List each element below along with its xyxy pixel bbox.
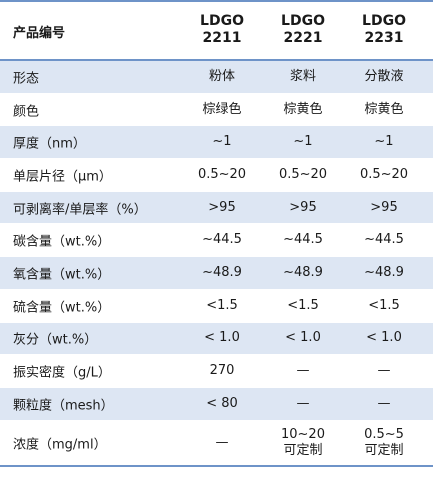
row-label: 颗粒度（mesh） [13,398,114,414]
row-label: 氧含量（wt.%） [13,267,111,283]
row-label: 浓度（mg/ml） [13,437,107,453]
cell-line2: 可定制 [283,442,323,458]
table-cell: 0.5~20 [278,166,328,182]
table-cell: ~44.5 [202,232,242,248]
table-cell: >95 [370,199,398,215]
table-cell: ~1 [212,134,232,150]
table-cell: 棕黄色 [364,101,404,117]
table-cell: <1.5 [368,297,400,313]
cell-line1: 0.5~5 [364,426,404,442]
table-cell: ~48.9 [364,264,404,280]
header-col-2221: LDGO 2221 [262,13,344,47]
header-label: 产品编号 [13,26,66,41]
row-label: 振实密度（g/L） [13,365,111,381]
table-cell: <1.5 [206,297,238,313]
table-cell: 10~20 可定制 [262,427,344,459]
table-row: 厚度（nm） ~1 ~1 ~1 [0,126,433,160]
header-col-line2: 2221 [283,30,323,46]
header-col-line1: LDGO [362,13,406,29]
table-cell: 棕黄色 [283,101,323,117]
table-cell: ~44.5 [283,232,323,248]
row-label: 厚度（nm） [13,136,86,152]
table-row: 碳含量（wt.%） ~44.5 ~44.5 ~44.5 [0,224,433,258]
table-cell: < 1.0 [285,330,321,346]
table-row: 灰分（wt.%） < 1.0 < 1.0 < 1.0 [0,322,433,356]
header-col-line1: LDGO [281,13,325,29]
table-row-concentration: 浓度（mg/ml） — 10~20 可定制 0.5~5 可定制 [0,421,433,467]
table-cell: < 1.0 [366,330,402,346]
row-label: 碳含量（wt.%） [13,234,111,250]
row-label: 单层片径（μm） [13,169,112,185]
table-row: 形态 粉体 浆料 分散液 [0,61,433,94]
table-cell: ~44.5 [364,232,404,248]
table-cell: — [377,395,391,411]
header-col-line1: LDGO [200,13,244,29]
header-col-line2: 2211 [202,30,242,46]
table-cell: — [181,435,263,451]
table-header: 产品编号 LDGO 2211 LDGO 2221 LDGO 2231 [0,0,433,61]
table-cell: 270 [209,363,235,379]
table-cell: 粉体 [208,68,235,84]
table-cell: 分散液 [364,68,404,84]
table-cell: 0.5~20 [197,166,247,182]
table-row: 颗粒度（mesh） < 80 — — [0,387,433,421]
table-cell: 0.5~5 可定制 [343,427,425,459]
table-cell: — [296,395,310,411]
table-cell: ~1 [374,134,394,150]
cell-line1: — [215,434,229,450]
table-row: 颜色 棕绿色 棕黄色 棕黄色 [0,94,433,127]
table-row: 振实密度（g/L） 270 — — [0,355,433,388]
row-label: 形态 [13,71,40,87]
table-cell: <1.5 [287,297,319,313]
row-label: 硫含量（wt.%） [13,300,111,316]
cell-line1: 10~20 [281,426,325,442]
table-row: 硫含量（wt.%） <1.5 <1.5 <1.5 [0,290,433,323]
row-label: 可剥离率/单层率（%） [13,202,147,218]
table-row: 单层片径（μm） 0.5~20 0.5~20 0.5~20 [0,159,433,192]
table-cell: < 1.0 [204,330,240,346]
table-cell: >95 [208,199,236,215]
table-row: 可剥离率/单层率（%） >95 >95 >95 [0,191,433,225]
header-col-line2: 2231 [364,30,404,46]
row-label: 颜色 [13,104,40,120]
table-cell: 浆料 [289,68,316,84]
row-label: 灰分（wt.%） [13,332,98,348]
spec-table: 产品编号 LDGO 2211 LDGO 2221 LDGO 2231 形态 粉体… [0,0,433,467]
table-cell: ~48.9 [202,264,242,280]
table-cell: — [296,363,310,379]
table-row: 氧含量（wt.%） ~48.9 ~48.9 ~48.9 [0,257,433,290]
table-cell: 棕绿色 [202,101,242,117]
table-cell: ~1 [293,134,313,150]
header-col-2231: LDGO 2231 [343,13,425,47]
table-cell: ~48.9 [283,264,323,280]
header-col-2211: LDGO 2211 [181,13,263,47]
cell-line2: 可定制 [364,442,404,458]
table-cell: >95 [289,199,317,215]
table-cell: 0.5~20 [359,166,409,182]
table-cell: — [377,363,391,379]
table-cell: < 80 [206,395,238,411]
